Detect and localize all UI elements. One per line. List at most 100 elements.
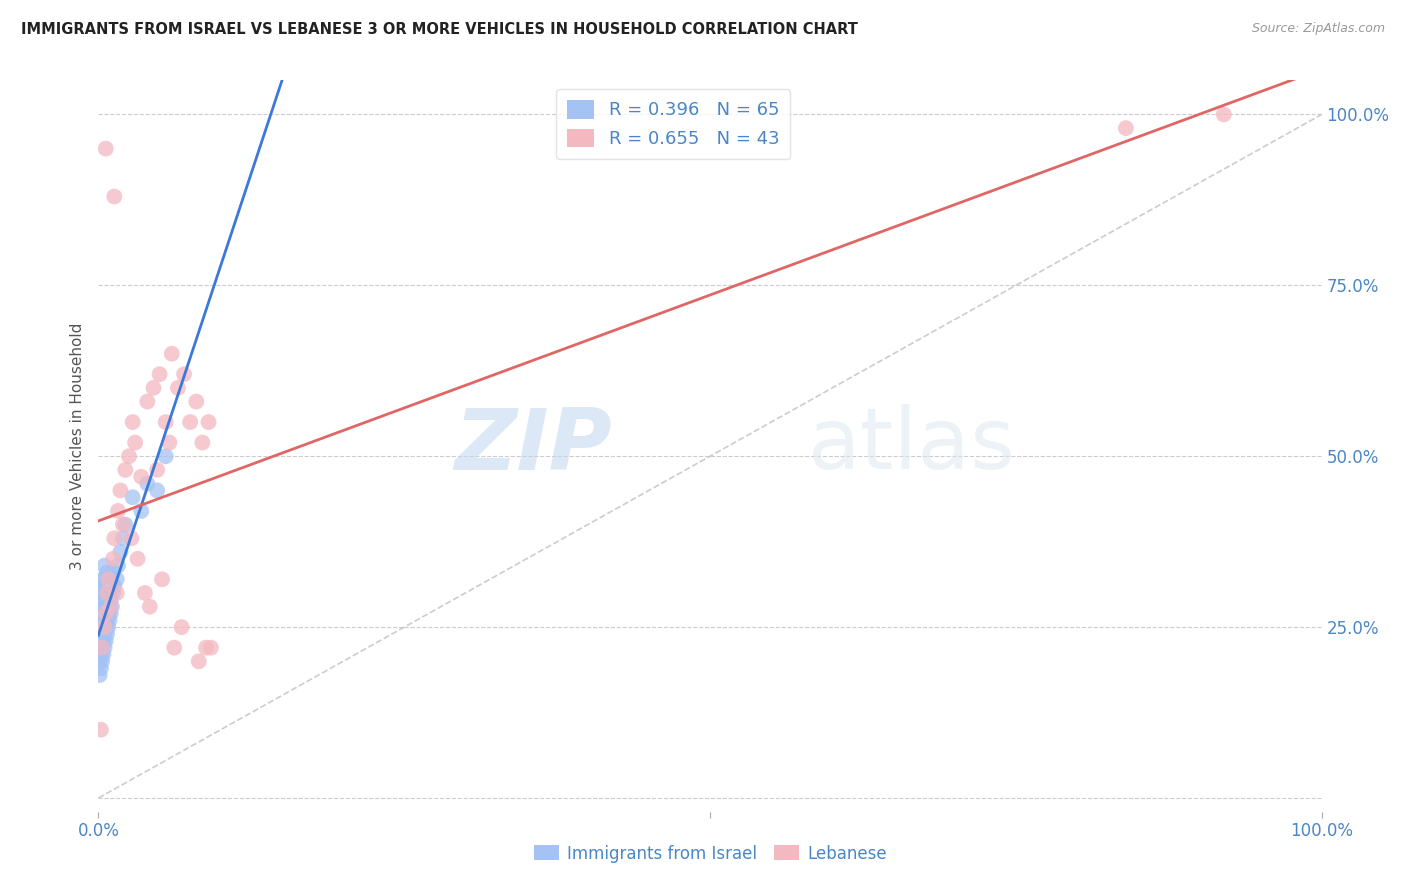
Point xyxy=(101,551,124,566)
Point xyxy=(93,627,115,641)
Point xyxy=(101,586,124,600)
Point xyxy=(110,483,132,498)
Point xyxy=(146,463,169,477)
Point xyxy=(90,661,112,675)
Point xyxy=(91,613,114,627)
Point xyxy=(139,599,162,614)
Point xyxy=(111,517,134,532)
Point xyxy=(97,607,120,621)
Point xyxy=(150,572,173,586)
Point xyxy=(97,572,120,586)
Point xyxy=(89,627,111,641)
Point xyxy=(146,483,169,498)
Point xyxy=(129,469,152,483)
Point xyxy=(110,545,132,559)
Point xyxy=(107,558,129,573)
Point xyxy=(105,586,128,600)
Point xyxy=(91,586,114,600)
Point xyxy=(94,633,117,648)
Point xyxy=(93,613,115,627)
Point xyxy=(103,531,125,545)
Point xyxy=(93,620,115,634)
Point xyxy=(96,627,118,641)
Point xyxy=(101,599,124,614)
Point xyxy=(155,415,177,429)
Point xyxy=(134,586,156,600)
Point xyxy=(142,381,165,395)
Point xyxy=(94,620,117,634)
Point xyxy=(186,394,208,409)
Point xyxy=(114,463,136,477)
Point xyxy=(93,640,115,655)
Point xyxy=(96,599,118,614)
Point xyxy=(90,648,112,662)
Point xyxy=(93,599,115,614)
Point xyxy=(121,415,143,429)
Point xyxy=(167,381,190,395)
Point xyxy=(91,592,114,607)
Point xyxy=(127,551,149,566)
Text: ZIP: ZIP xyxy=(454,404,612,488)
Point xyxy=(98,579,121,593)
Point xyxy=(98,613,121,627)
Point xyxy=(98,599,121,614)
Point xyxy=(129,504,152,518)
Point xyxy=(93,558,115,573)
Point xyxy=(91,640,114,655)
Point xyxy=(157,435,180,450)
Point xyxy=(91,654,114,668)
Point xyxy=(90,640,112,655)
Point xyxy=(93,572,115,586)
Point xyxy=(200,640,222,655)
Point xyxy=(91,579,114,593)
Point xyxy=(191,435,214,450)
Point xyxy=(107,504,129,518)
Point xyxy=(91,572,114,586)
Point xyxy=(91,648,114,662)
Point xyxy=(101,566,124,580)
Point xyxy=(94,592,117,607)
Text: atlas: atlas xyxy=(808,404,1017,488)
Point xyxy=(91,607,114,621)
Point xyxy=(97,592,120,607)
Point xyxy=(105,572,128,586)
Point xyxy=(90,633,112,648)
Point xyxy=(94,579,117,593)
Point xyxy=(91,620,114,634)
Point xyxy=(91,599,114,614)
Point xyxy=(97,620,120,634)
Point xyxy=(163,640,186,655)
Point xyxy=(100,592,122,607)
Point xyxy=(96,586,118,600)
Point xyxy=(136,476,159,491)
Point xyxy=(114,517,136,532)
Point xyxy=(103,579,125,593)
Text: IMMIGRANTS FROM ISRAEL VS LEBANESE 3 OR MORE VEHICLES IN HOUSEHOLD CORRELATION C: IMMIGRANTS FROM ISRAEL VS LEBANESE 3 OR … xyxy=(21,22,858,37)
Text: Source: ZipAtlas.com: Source: ZipAtlas.com xyxy=(1251,22,1385,36)
Point xyxy=(90,620,112,634)
Point xyxy=(103,189,125,203)
Point xyxy=(94,142,117,156)
Point xyxy=(136,394,159,409)
Point xyxy=(111,531,134,545)
Point xyxy=(89,654,111,668)
Point xyxy=(91,633,114,648)
Point xyxy=(96,566,118,580)
Point xyxy=(91,627,114,641)
Point xyxy=(96,586,118,600)
Point xyxy=(94,607,117,621)
Point xyxy=(94,607,117,621)
Point xyxy=(1115,121,1137,136)
Point xyxy=(155,449,177,463)
Point xyxy=(173,368,195,382)
Point xyxy=(100,572,122,586)
Point xyxy=(170,620,193,634)
Point xyxy=(149,368,172,382)
Point xyxy=(96,613,118,627)
Point xyxy=(1212,107,1234,121)
Point xyxy=(195,640,218,655)
Point xyxy=(124,435,146,450)
Point xyxy=(97,572,120,586)
Point xyxy=(197,415,219,429)
Point xyxy=(89,640,111,655)
